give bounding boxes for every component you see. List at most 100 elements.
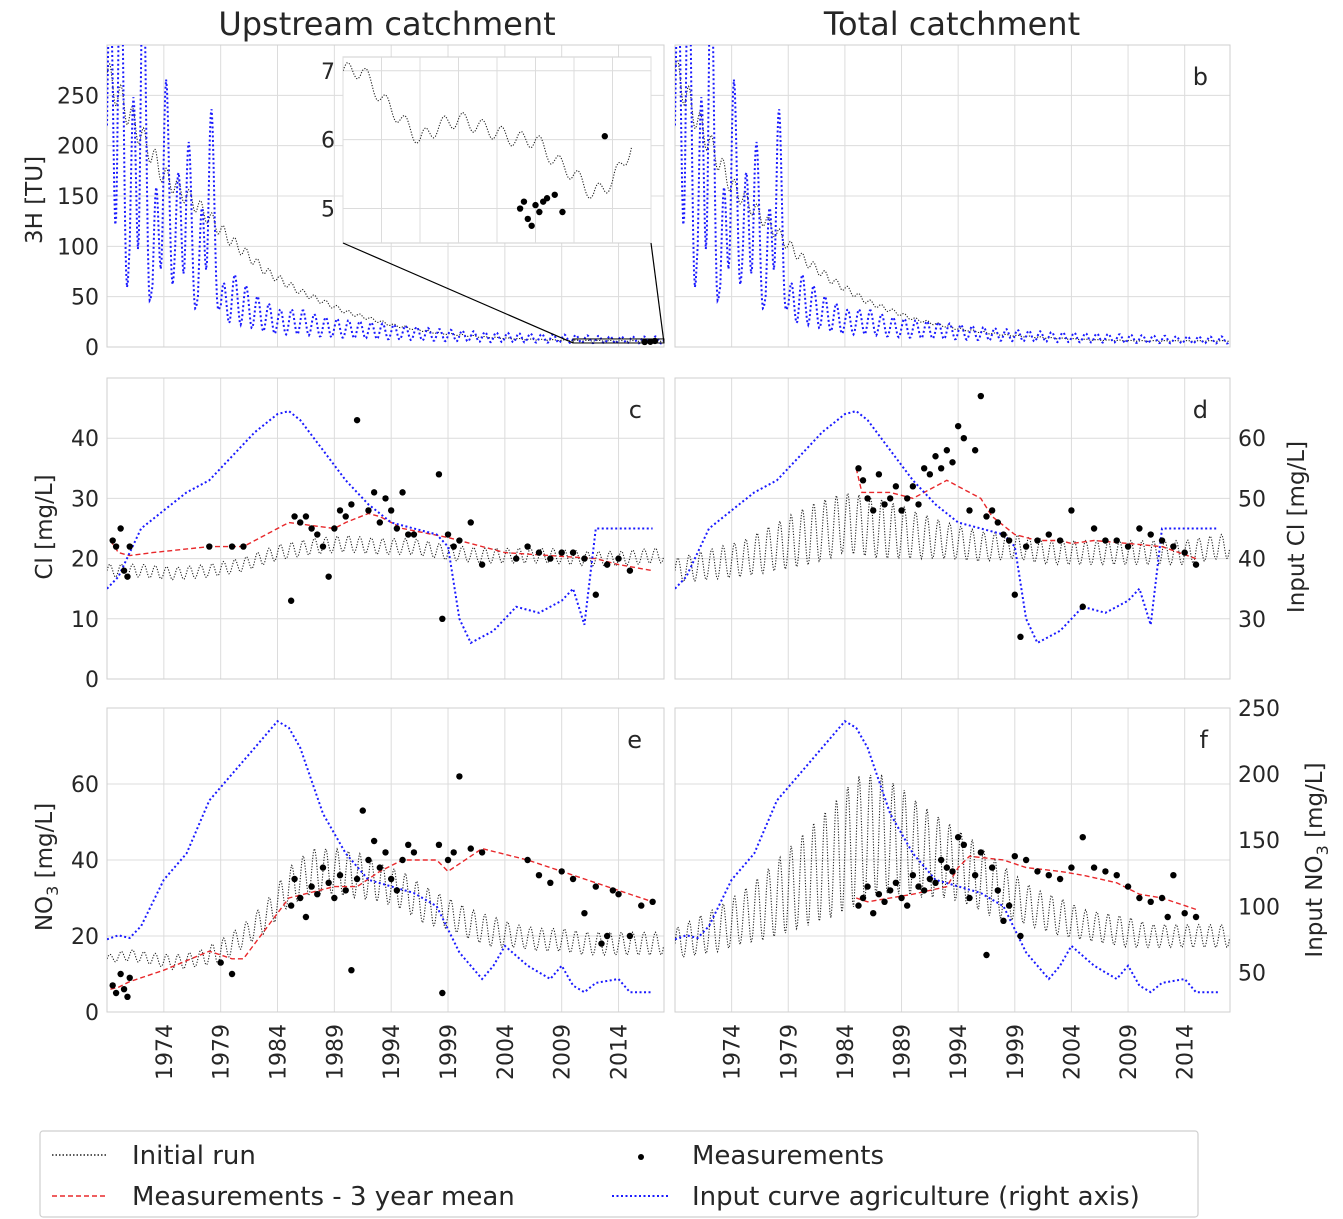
measurement-point (881, 898, 888, 905)
measurement-point (649, 898, 656, 905)
y-axis-label-tritium: 3H [TU] (22, 156, 48, 244)
measurement-point (342, 887, 349, 894)
measurement-point (1017, 932, 1024, 940)
legend-label-three-year-mean: Measurements - 3 year mean (132, 1182, 515, 1212)
legend-frame (39, 1130, 1199, 1218)
measurement-point (376, 519, 384, 526)
inset-measurement-point (516, 205, 524, 212)
measurement-point (960, 841, 968, 848)
y-tick-label: 40 (71, 427, 99, 452)
inset-measurement-point (551, 191, 558, 198)
measurement-point (971, 872, 979, 879)
three-year-mean-line (110, 847, 653, 990)
input-curve-line (675, 45, 1230, 345)
measurement-point (1136, 525, 1143, 532)
y-axis-label-no3: NO3 [mg/L] (32, 803, 62, 931)
measurement-point (1005, 902, 1013, 909)
measurement-point (609, 887, 617, 894)
measurement-point (399, 856, 406, 864)
initial-run-line (107, 535, 664, 581)
measurement-point (336, 872, 344, 879)
measurement-point (615, 555, 622, 562)
measurement-point (581, 555, 588, 562)
measurement-point (1124, 883, 1132, 890)
measurement-point (291, 513, 298, 520)
measurement-point (1158, 894, 1166, 902)
zoom-connector (650, 242, 665, 344)
measurement-point (1124, 543, 1132, 550)
measurement-point (365, 856, 372, 864)
measurement-point (291, 875, 298, 883)
measurement-point (581, 910, 588, 917)
panel-letter: e (627, 726, 642, 754)
inset-measurement-point (543, 195, 551, 202)
inset-measurement-point (559, 208, 566, 216)
measurement-point (626, 567, 634, 574)
measurement-point (943, 864, 951, 871)
panel-d: 30 40 50 60 d (674, 377, 1266, 680)
measurement-point (1147, 898, 1154, 905)
measurement-point (348, 967, 355, 974)
measurement-point (898, 894, 905, 902)
measurement-point (359, 807, 366, 814)
x-tick-label: 1984 (267, 1024, 292, 1080)
measurement-point (949, 459, 956, 466)
legend-label-initial-run: Initial run (132, 1141, 256, 1171)
x-tick-label: 1974 (721, 1024, 746, 1080)
measurement-point (331, 525, 338, 532)
measurement-point (444, 856, 452, 864)
measurement-point (864, 495, 871, 502)
measurement-point (1068, 507, 1075, 514)
measurement-point (569, 549, 577, 556)
measurement-point (308, 525, 315, 532)
panel-letter: f (1200, 726, 1209, 754)
y-tick-label: 40 (71, 849, 99, 874)
inset-measurement-point (524, 215, 531, 223)
measurement-point (1022, 543, 1030, 550)
inset-panel: 5 6 7 (321, 56, 652, 244)
series-group (107, 410, 664, 645)
x-tick-label: 2009 (1117, 1024, 1142, 1080)
measurement-point (382, 849, 389, 856)
right-y-tick-label: 30 (1238, 608, 1266, 633)
measurement-point (1170, 543, 1177, 550)
measurement-point (926, 875, 934, 883)
panel-e: 0 20 40 60 1974 1979 1984 1989 1994 1999 2004 2009 2… (71, 707, 665, 1080)
measurement-point (603, 561, 611, 568)
measurement-point (988, 507, 996, 514)
measurement-point (892, 483, 900, 490)
measurement-point (915, 883, 922, 890)
x-tick-label: 1994 (380, 1024, 405, 1080)
measurement-point (120, 567, 128, 574)
measurement-point (937, 856, 945, 864)
legend-label-input-curve: Input curve agriculture (right axis) (692, 1182, 1140, 1212)
measurement-point (1022, 856, 1030, 864)
measurement-point (1011, 591, 1018, 598)
measurement-point (1113, 872, 1120, 879)
measurement-point (524, 856, 531, 864)
measurement-point (932, 879, 939, 886)
measurement-point (966, 894, 973, 902)
measurement-point (376, 864, 384, 871)
measurement-point (1034, 537, 1041, 544)
measurement-point (117, 525, 124, 532)
legend-swatch-measurements (638, 1154, 644, 1160)
measurement-point (558, 549, 565, 556)
measurement-point (206, 543, 213, 550)
series-group (675, 392, 1230, 645)
measurement-point (524, 543, 531, 550)
y-tick-label: 100 (57, 235, 99, 260)
measurement-point (1181, 910, 1188, 917)
measurement-point (977, 392, 985, 400)
plots-layer: 050100150200250a567b010203040c30405060d0… (57, 44, 1280, 1080)
measurement-point (615, 891, 622, 898)
measurement-point (641, 338, 648, 346)
measurement-point (971, 447, 979, 454)
measurement-point (954, 834, 962, 841)
measurement-point (109, 982, 116, 989)
measurement-point (855, 902, 862, 909)
measurement-point (966, 507, 973, 514)
measurement-point (638, 902, 645, 909)
panel-letter: c (629, 396, 642, 424)
measurement-point (547, 879, 554, 886)
